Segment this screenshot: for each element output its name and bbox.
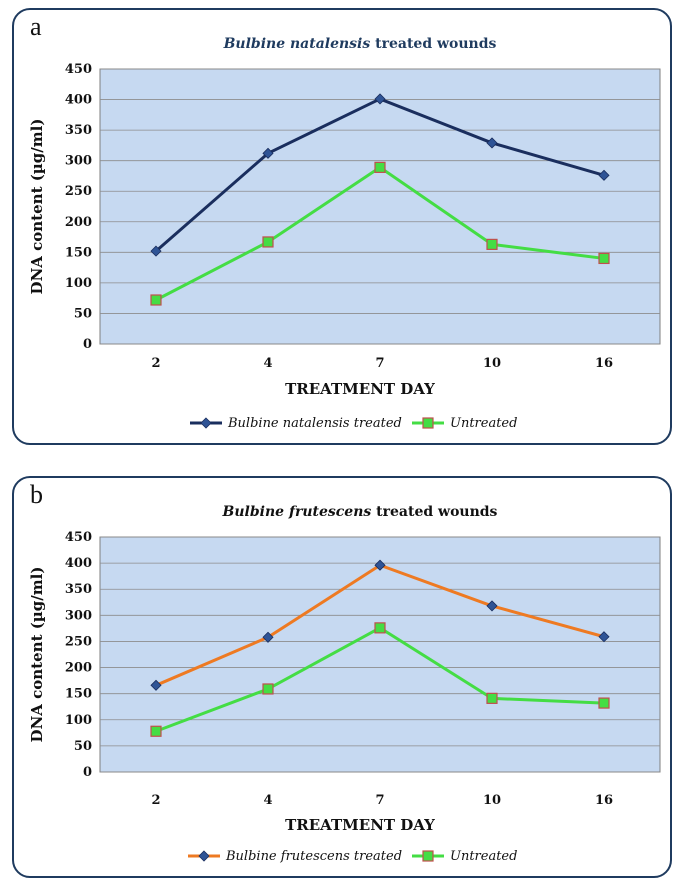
data-point-series-2 — [150, 725, 162, 737]
y-tick-label: 50 — [74, 306, 92, 321]
x-tick-label: 16 — [595, 356, 613, 371]
y-axis-label: DNA content (µg/ml) — [28, 567, 46, 743]
chart-title-rest: treated wounds — [370, 36, 496, 52]
y-tick-label: 100 — [65, 276, 92, 291]
legend-swatch-marker — [422, 850, 434, 862]
y-tick-label: 100 — [65, 713, 92, 728]
legend-label: Bulbine frutescens treated — [225, 849, 402, 864]
y-tick-label: 200 — [65, 661, 92, 676]
data-point-series-2 — [150, 294, 162, 306]
y-tick-label: 0 — [83, 337, 92, 352]
chart-b-svg: Bulbine frutescens treated wounds 0 50 100 1… — [28, 504, 661, 864]
data-point-series-2 — [598, 252, 610, 265]
data-point-series-1 — [150, 245, 162, 257]
y-tick-label: 0 — [83, 765, 92, 780]
data-point-series-1 — [486, 600, 498, 612]
data-point-series-2 — [262, 236, 274, 248]
data-point-series-1 — [486, 137, 498, 149]
data-point-series-1 — [374, 559, 386, 571]
y-tick-label: 300 — [65, 608, 92, 623]
x-tick-label: 10 — [483, 793, 501, 808]
y-tick-label: 300 — [65, 154, 92, 169]
panel-letter: a — [30, 12, 42, 41]
chart-a-svg: Bulbine natalensis treated wounds 0 50 100 1… — [28, 36, 661, 431]
y-tick-label: 400 — [65, 93, 92, 108]
chart-title-italic: Bulbine frutescens — [222, 504, 372, 520]
panel-letter: b — [30, 480, 43, 509]
legend-swatch-marker — [198, 850, 210, 862]
data-point-series-1 — [150, 679, 162, 691]
x-tick-label: 2 — [151, 793, 160, 808]
chart-title: Bulbine natalensis treated wounds — [223, 36, 497, 52]
y-tick-label: 250 — [65, 184, 92, 199]
legend-swatch-marker — [422, 417, 434, 429]
data-point-series-2 — [598, 697, 610, 709]
y-tick-label: 150 — [65, 687, 92, 702]
chart-title: Bulbine frutescens treated wounds — [222, 504, 498, 520]
data-point-series-2 — [486, 238, 498, 250]
plot-area — [99, 68, 661, 345]
chart-title-italic: Bulbine natalensis — [223, 36, 371, 52]
y-axis-label: DNA content (µg/ml) — [28, 119, 46, 295]
data-point-series-2 — [486, 692, 498, 704]
y-tick-label: 150 — [65, 245, 92, 260]
x-tick-label: 4 — [263, 356, 272, 371]
legend-swatch-marker — [200, 417, 212, 429]
data-point-series-1 — [598, 169, 610, 181]
x-tick-label: 10 — [483, 356, 501, 371]
y-tick-label: 350 — [65, 582, 92, 597]
x-tick-label: 2 — [151, 356, 160, 371]
data-point-series-1 — [598, 631, 610, 643]
data-point-series-2 — [374, 622, 386, 634]
plot-area — [99, 536, 661, 773]
legend-label: Untreated — [450, 416, 517, 431]
y-tick-label: 250 — [65, 634, 92, 649]
data-point-series-2 — [262, 683, 274, 695]
y-tick-label: 350 — [65, 123, 92, 138]
chart-title-rest: treated wounds — [371, 504, 497, 520]
y-tick-label: 450 — [65, 62, 92, 77]
y-tick-label: 450 — [65, 530, 92, 545]
legend-label: Bulbine natalensis treated — [227, 416, 402, 431]
y-tick-label: 200 — [65, 215, 92, 230]
data-point-series-1 — [262, 147, 274, 159]
y-tick-label: 50 — [74, 739, 92, 754]
x-axis-label: TREATMENT DAY — [285, 380, 435, 398]
x-axis-label: TREATMENT DAY — [285, 816, 435, 834]
y-tick-label: 400 — [65, 556, 92, 571]
x-tick-label: 7 — [375, 793, 384, 808]
x-tick-label: 16 — [595, 793, 613, 808]
chart-panel-a: a Bulbine natalensis treated wounds 0 50 10… — [12, 8, 672, 445]
data-point-series-1 — [374, 93, 386, 105]
data-point-series-2 — [374, 161, 386, 173]
x-tick-label: 7 — [375, 356, 384, 371]
data-point-series-1 — [262, 631, 274, 643]
legend-label: Untreated — [450, 849, 517, 864]
x-tick-label: 4 — [263, 793, 272, 808]
chart-panel-b: b Bulbine frutescens treated wounds 0 50 10… — [12, 476, 672, 878]
